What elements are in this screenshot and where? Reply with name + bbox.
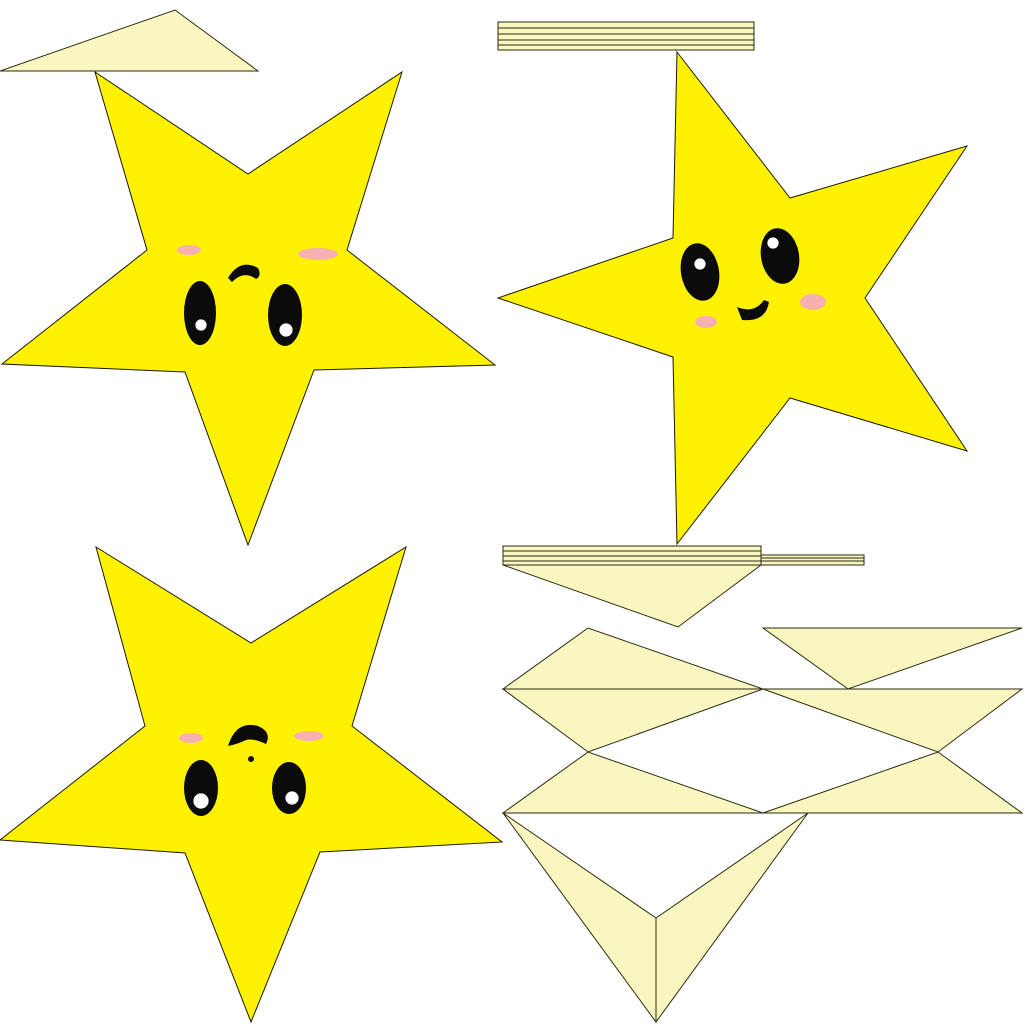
paper-strip-bottom [502, 545, 865, 566]
paper-triangle [501, 751, 764, 814]
paper-triangle [502, 812, 657, 1024]
paper-triangles [501, 564, 1024, 1024]
right-blush [294, 731, 324, 741]
star-face [177, 245, 338, 346]
right-eye [272, 762, 306, 814]
star-bottom-left [0, 545, 504, 1024]
paper-triangle-top-left [0, 9, 260, 72]
left-blush [177, 245, 201, 255]
left-pupil [194, 318, 208, 332]
paper-triangle [655, 812, 809, 1024]
left-eye [184, 281, 216, 345]
left-blush [695, 316, 717, 328]
star-top-right [496, 50, 969, 546]
smile [737, 300, 769, 321]
left-eye [680, 243, 720, 301]
left-pupil [192, 792, 210, 810]
left-pupil [693, 257, 707, 271]
left-blush [179, 733, 203, 743]
right-eye [268, 284, 302, 346]
right-blush [800, 294, 826, 310]
paper-triangle [761, 627, 1023, 690]
right-pupil [766, 236, 780, 250]
star-body [0, 70, 497, 547]
paper-strip-top [497, 21, 755, 51]
paper-triangle [501, 627, 764, 690]
paper-triangle [502, 564, 763, 628]
paper-triangle [762, 751, 1024, 814]
left-eye [184, 760, 218, 816]
right-pupil [278, 322, 294, 338]
right-pupil [284, 790, 300, 806]
paper-triangle [762, 688, 1024, 753]
star-top-left [0, 70, 497, 547]
mouth [228, 264, 260, 282]
mouth [228, 724, 268, 746]
star-face [680, 228, 826, 328]
star-body [496, 50, 969, 546]
star-face [179, 724, 324, 816]
mouth-dot [248, 756, 254, 762]
paper-triangle [501, 688, 764, 753]
star-body [0, 545, 504, 1024]
right-blush [298, 248, 338, 260]
